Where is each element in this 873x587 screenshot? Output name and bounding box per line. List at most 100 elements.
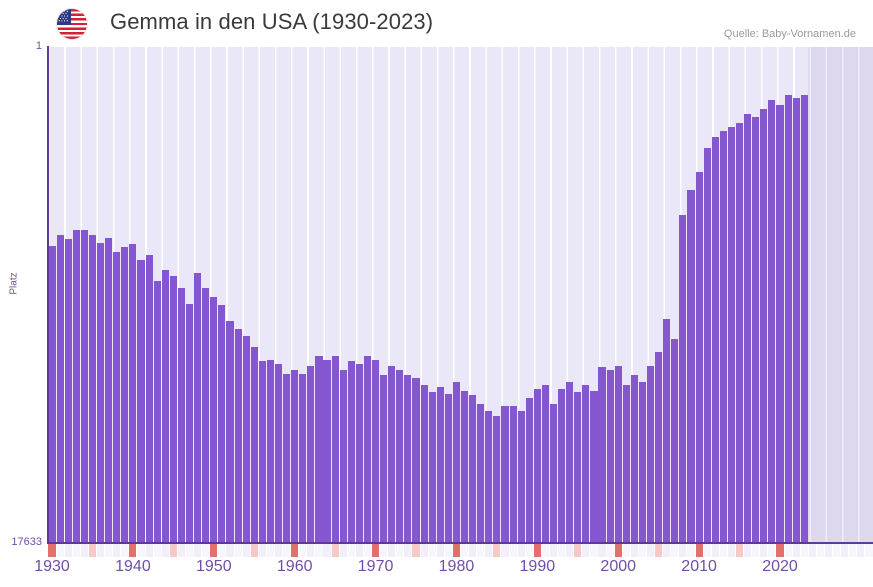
- bar[interactable]: [210, 296, 218, 542]
- bar[interactable]: [541, 385, 549, 542]
- bar[interactable]: [363, 355, 372, 542]
- bar[interactable]: [64, 239, 72, 542]
- bar[interactable]: [784, 94, 792, 542]
- bar[interactable]: [606, 369, 614, 542]
- bar[interactable]: [48, 245, 56, 542]
- bar[interactable]: [291, 369, 299, 542]
- bar[interactable]: [428, 392, 436, 542]
- bar[interactable]: [420, 385, 428, 542]
- bar[interactable]: [283, 374, 291, 542]
- bar[interactable]: [218, 305, 226, 542]
- bar[interactable]: [266, 360, 274, 542]
- bar[interactable]: [121, 246, 129, 542]
- bar[interactable]: [727, 126, 735, 542]
- bar[interactable]: [638, 382, 647, 542]
- year-marker: [541, 544, 549, 557]
- bar[interactable]: [719, 131, 727, 542]
- bar[interactable]: [72, 230, 80, 542]
- bar[interactable]: [145, 254, 153, 542]
- bar[interactable]: [161, 270, 169, 542]
- bar[interactable]: [614, 365, 622, 542]
- bar[interactable]: [744, 114, 752, 542]
- bar[interactable]: [647, 365, 655, 542]
- bar[interactable]: [800, 94, 808, 542]
- bar[interactable]: [655, 351, 663, 542]
- bar[interactable]: [202, 288, 210, 542]
- half-decade-marker: [88, 544, 97, 557]
- bar[interactable]: [792, 97, 800, 542]
- bar[interactable]: [663, 319, 671, 542]
- bar[interactable]: [226, 320, 234, 542]
- bar[interactable]: [679, 215, 687, 542]
- bar[interactable]: [598, 367, 606, 542]
- bar[interactable]: [129, 243, 137, 542]
- bar[interactable]: [169, 275, 177, 542]
- bar[interactable]: [549, 403, 558, 542]
- bar[interactable]: [113, 252, 121, 542]
- bar[interactable]: [622, 385, 630, 542]
- bar[interactable]: [687, 190, 695, 542]
- bar[interactable]: [153, 281, 161, 542]
- bar[interactable]: [105, 238, 113, 542]
- bar[interactable]: [469, 395, 477, 542]
- bar[interactable]: [768, 100, 776, 542]
- bar[interactable]: [137, 260, 145, 542]
- bar[interactable]: [460, 390, 469, 542]
- bar[interactable]: [347, 361, 355, 542]
- bar[interactable]: [760, 108, 768, 542]
- bar[interactable]: [396, 369, 404, 542]
- bar[interactable]: [630, 375, 638, 542]
- bar[interactable]: [185, 303, 194, 542]
- bar[interactable]: [493, 416, 501, 542]
- bar[interactable]: [80, 230, 88, 542]
- bar[interactable]: [566, 382, 574, 542]
- bar[interactable]: [380, 375, 388, 542]
- bar[interactable]: [315, 355, 323, 542]
- bar[interactable]: [250, 347, 258, 542]
- bar[interactable]: [574, 392, 582, 542]
- x-axis-tick-label: 2010: [681, 558, 717, 575]
- year-marker: [355, 544, 363, 557]
- bar[interactable]: [485, 410, 493, 542]
- bar[interactable]: [525, 397, 533, 542]
- bar[interactable]: [88, 235, 97, 542]
- bar[interactable]: [558, 389, 566, 542]
- bar[interactable]: [307, 365, 315, 542]
- bar[interactable]: [339, 369, 347, 542]
- bar[interactable]: [299, 374, 307, 542]
- bar[interactable]: [56, 235, 64, 542]
- bar[interactable]: [533, 389, 541, 542]
- bar[interactable]: [372, 360, 380, 542]
- bar[interactable]: [177, 288, 185, 542]
- bar[interactable]: [735, 122, 744, 542]
- bar[interactable]: [331, 355, 339, 542]
- bar[interactable]: [242, 336, 250, 542]
- bar[interactable]: [477, 403, 485, 542]
- bar[interactable]: [452, 382, 460, 542]
- bar[interactable]: [590, 390, 598, 542]
- bar[interactable]: [355, 364, 363, 542]
- bar[interactable]: [234, 329, 242, 542]
- bar[interactable]: [509, 406, 517, 542]
- bar[interactable]: [776, 104, 784, 542]
- bar[interactable]: [703, 148, 711, 542]
- bar[interactable]: [194, 272, 202, 542]
- bar[interactable]: [97, 242, 105, 542]
- bar[interactable]: [711, 136, 719, 542]
- bar[interactable]: [501, 406, 509, 542]
- bar[interactable]: [404, 375, 412, 542]
- decade-marker: [291, 544, 299, 557]
- bar[interactable]: [671, 338, 679, 542]
- bar[interactable]: [436, 386, 444, 542]
- bar[interactable]: [582, 385, 590, 542]
- bar[interactable]: [388, 365, 396, 542]
- bar[interactable]: [517, 410, 525, 542]
- bar[interactable]: [258, 361, 266, 542]
- bar[interactable]: [412, 378, 420, 542]
- bar[interactable]: [274, 364, 283, 542]
- year-marker: [194, 544, 202, 557]
- bar[interactable]: [695, 171, 703, 542]
- bar[interactable]: [444, 393, 452, 542]
- bar[interactable]: [323, 360, 331, 542]
- bar[interactable]: [752, 117, 760, 542]
